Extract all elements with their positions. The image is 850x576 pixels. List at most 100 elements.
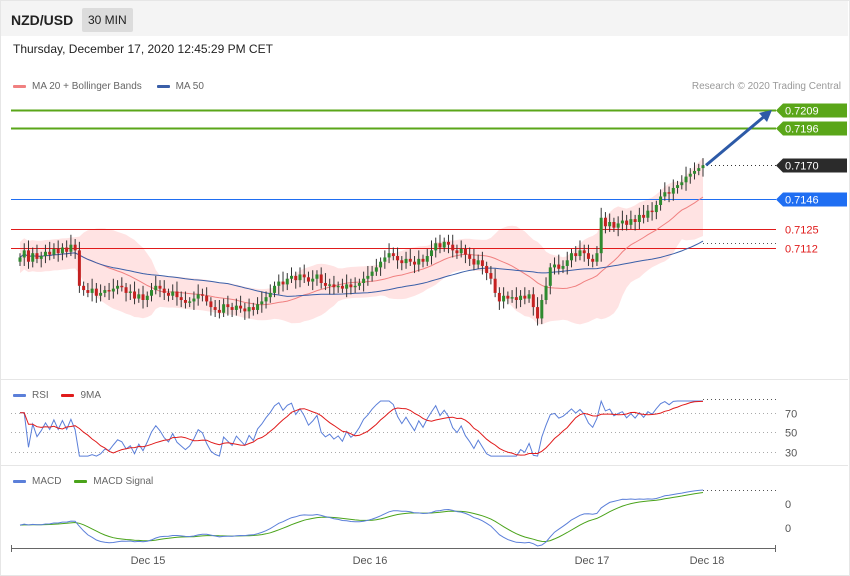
candle-body	[99, 292, 103, 296]
macd-tick-0: 0	[785, 499, 791, 511]
candle-body	[52, 248, 56, 255]
candle-body	[519, 295, 523, 300]
legend-item-macd-signal: MACD Signal	[74, 476, 153, 487]
level-tag-0.7146	[776, 192, 847, 207]
candle-body	[22, 250, 26, 258]
price-levels	[11, 109, 776, 249]
rsi-ma-line	[20, 400, 704, 456]
candle-body	[629, 219, 633, 225]
candle-body	[527, 294, 531, 299]
pane-divider	[1, 379, 848, 380]
candle-body	[701, 165, 705, 169]
candle-body	[196, 294, 200, 299]
legend-label-rsi: RSI	[32, 390, 49, 401]
candle-body	[476, 260, 480, 265]
macd-tick-1: 0	[785, 523, 791, 535]
candle-body	[595, 253, 599, 262]
candle-body	[370, 271, 374, 276]
candle-body	[374, 267, 378, 272]
candle-body	[442, 241, 446, 248]
legend-item-rsi: RSI	[13, 390, 49, 401]
candle-body	[179, 297, 183, 300]
candle-body	[268, 292, 272, 298]
candle-body	[43, 251, 47, 257]
x-tick-dec-16: Dec 16	[353, 555, 388, 567]
candle-body	[133, 291, 137, 299]
candle-body	[73, 244, 77, 251]
x-tick-dec-18: Dec 18	[690, 555, 725, 567]
candle-body	[693, 170, 697, 174]
candle-body	[247, 307, 251, 312]
level-label-0.7125: 0.7125	[785, 225, 819, 237]
candle-body	[379, 261, 383, 268]
candle-body	[345, 284, 349, 289]
candle-body	[451, 244, 455, 251]
candle-body	[120, 285, 124, 288]
candle-body	[111, 288, 115, 292]
candle-body	[561, 265, 565, 269]
x-axis: Dec 15 Dec 16 Dec 17 Dec 18	[11, 545, 776, 567]
candle-body	[234, 305, 238, 310]
candle-body	[480, 260, 484, 266]
candle-body	[256, 304, 260, 310]
level-tag-0.7170	[776, 158, 847, 173]
legend-label-macd: MACD	[32, 476, 62, 487]
ma20-line	[19, 196, 704, 306]
candle-body	[489, 273, 493, 279]
candle-body	[684, 176, 688, 183]
legend-item-macd: MACD	[13, 476, 61, 487]
candle-body	[285, 278, 289, 285]
timeframe-button[interactable]: 30 MIN	[82, 8, 133, 32]
candle-body	[141, 294, 145, 300]
legend-swatch-macd-signal	[74, 479, 88, 483]
candle-body	[209, 301, 213, 308]
rsi-tick-70: 70	[785, 409, 797, 421]
x-tick-dec-15: Dec 15	[131, 555, 166, 567]
candle-body	[663, 192, 667, 197]
candle-body	[35, 253, 39, 259]
candle-body	[429, 250, 433, 257]
candle-body	[531, 294, 535, 308]
bollinger-band	[20, 157, 703, 325]
candle-body	[654, 204, 658, 213]
rsi-tick-50: 50	[785, 428, 797, 440]
legend-label-ma20: MA 20 + Bollinger Bands	[32, 81, 142, 92]
candle-body	[688, 173, 692, 177]
candle-body	[421, 258, 425, 262]
candle-body	[103, 290, 107, 293]
candle-body	[438, 243, 442, 248]
candle-body	[514, 297, 518, 300]
candle-body	[18, 257, 22, 262]
rsi-line	[20, 399, 703, 457]
candle-body	[446, 241, 450, 245]
level-label-0.7170: 0.7170	[785, 161, 819, 173]
candle-body	[485, 265, 489, 274]
candle-body	[366, 275, 370, 279]
candle-body	[353, 285, 357, 288]
candle-body	[311, 278, 315, 282]
candle-body	[637, 214, 641, 222]
candle-body	[404, 258, 408, 264]
pane-divider	[1, 465, 848, 466]
arrow-head	[759, 109, 772, 122]
candle-body	[145, 295, 149, 300]
candle-body	[349, 284, 353, 288]
level-tag-0.7209	[776, 103, 847, 118]
level-label-0.7209: 0.7209	[785, 106, 819, 118]
candle-body	[188, 301, 192, 303]
legend-item-rsi-ma: 9MA	[61, 390, 101, 401]
candles	[18, 158, 705, 326]
candle-body	[332, 284, 336, 288]
candle-body	[340, 285, 344, 289]
candle-body	[557, 264, 561, 269]
candle-body	[82, 285, 86, 291]
candle-body	[200, 294, 204, 296]
candle-body	[540, 300, 544, 319]
legend-item-ma20: MA 20 + Bollinger Bands	[13, 81, 142, 92]
candle-body	[578, 250, 582, 257]
macd-pane: 00	[19, 489, 791, 547]
candle-body	[94, 288, 98, 296]
candle-body	[90, 288, 94, 293]
candle-body	[69, 244, 73, 252]
